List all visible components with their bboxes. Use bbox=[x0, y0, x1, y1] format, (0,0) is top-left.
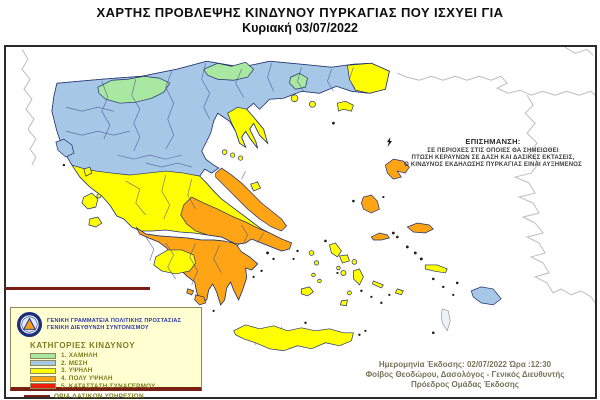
risk-swatch-alarm bbox=[30, 383, 56, 390]
boundary-line-icon bbox=[24, 395, 50, 398]
page-title: ΧΑΡΤΗΣ ΠΡΟΒΛΕΨΗΣ ΚΙΝΔΥΝΟΥ ΠΥΡΚΑΓΙΑΣ ΠΟΥ … bbox=[0, 5, 600, 35]
legend-item: 3. ΥΨΗΛΗ bbox=[30, 367, 197, 375]
greece-map bbox=[21, 47, 595, 352]
legend-item: 1. ΧΑΜΗΛΗ bbox=[30, 352, 197, 360]
lightning-icon bbox=[387, 137, 392, 147]
region-low-patches bbox=[97, 61, 308, 104]
civil-protection-logo bbox=[16, 311, 43, 338]
lightning-note: ΕΠΙΣΗΜΑΝΣΗ: ΣΕ ΠΕΡΙΟΧΕΣ ΣΤΙΣ ΟΠΟΙΕΣ ΘΑ Σ… bbox=[386, 137, 600, 169]
note-body: ΣΕ ΠΕΡΙΟΧΕΣ ΣΤΙΣ ΟΠΟΙΕΣ ΘΑ ΣΗΜΕΙΩΘΕΙ ΠΤΩ… bbox=[386, 148, 600, 169]
issue-role: Πρόεδρος Ομάδας Έκδοσης bbox=[411, 380, 519, 389]
issue-date: Ημερομηνία Έκδοσης: 02/07/2022 Ώρα :12:3… bbox=[378, 360, 552, 369]
legend-boundary-row: ΟΡΙΑ ΔΑΣΙΚΩΝ ΥΠΗΡΕΣΙΩΝ bbox=[24, 393, 197, 400]
legend-header: ΓΕΝΙΚΗ ΓΡΑΜΜΑΤΕΙΑ ΠΟΛΙΤΙΚΗΣ ΠΡΟΣΤΑΣΙΑΣ Γ… bbox=[16, 311, 197, 338]
foreign-coastlines bbox=[21, 47, 595, 304]
region-arcadia-high bbox=[153, 249, 197, 275]
risk-swatch-medium bbox=[30, 360, 56, 367]
note-heading-row: ΕΠΙΣΗΜΑΝΣΗ: bbox=[386, 137, 600, 147]
issue-author: Φοίβος Θεοδώρου, Δασολόγος - Γενικός Διε… bbox=[365, 370, 565, 379]
note-heading: ΕΠΙΣΗΜΑΝΣΗ: bbox=[465, 137, 521, 146]
risk-label: 3. ΥΨΗΛΗ bbox=[61, 367, 93, 375]
forest-boundary-line-sample bbox=[5, 287, 150, 290]
risk-label: 4. ΠΟΛΥ ΥΨΗΛΗ bbox=[61, 375, 113, 383]
title-date: Κυριακή 03/07/2022 bbox=[242, 21, 358, 35]
legend-org-line1: ΓΕΝΙΚΗ ΓΡΑΜΜΑΤΕΙΑ ΠΟΛΙΤΙΚΗΣ ΠΡΟΣΤΑΣΙΑΣ bbox=[47, 318, 182, 324]
risk-label: 2. ΜΕΣΗ bbox=[61, 359, 88, 367]
risk-swatch-low bbox=[30, 352, 56, 359]
boundary-label: ΟΡΙΑ ΔΑΣΙΚΩΝ ΥΠΗΡΕΣΙΩΝ bbox=[54, 392, 144, 400]
risk-swatch-high bbox=[30, 367, 56, 374]
legend-org-line2: ΓΕΝΙΚΗ ΔΙΕΥΘΥΝΣΗ ΣΥΝΤΟΝΙΣΜΟΥ bbox=[47, 324, 149, 331]
legend-org-name: ΓΕΝΙΚΗ ΓΡΑΜΜΑΤΕΙΑ ΠΟΛΙΤΙΚΗΣ ΠΡΟΣΤΑΣΙΑΣ Γ… bbox=[47, 318, 181, 331]
legend-box: ΓΕΝΙΚΗ ΓΡΑΜΜΑΤΕΙΑ ΠΟΛΙΤΙΚΗΣ ΠΡΟΣΤΑΣΙΑΣ Γ… bbox=[10, 307, 202, 400]
note-line: Ο ΚΙΝΔΥΝΟΣ ΕΚΔΗΛΩΣΗΣ ΠΥΡΚΑΓΙΑΣ ΕΙΝΑΙ ΑΥΞ… bbox=[404, 162, 582, 168]
note-line: ΣΕ ΠΕΡΙΟΧΕΣ ΣΤΙΣ ΟΠΟΙΕΣ ΘΑ ΣΗΜΕΙΩΘΕΙ bbox=[427, 148, 559, 154]
legend-title: ΚΑΤΗΓΟΡΙΕΣ ΚΙΝΔΥΝΟΥ bbox=[30, 341, 136, 350]
small-islets bbox=[62, 121, 459, 337]
risk-label: 1. ΧΑΜΗΛΗ bbox=[61, 352, 98, 360]
region-veryhigh bbox=[135, 167, 292, 306]
risk-label: 5. ΚΑΤΑΣΤΑΣΗ ΣΥΝΑΓΕΡΜΟΥ bbox=[61, 382, 156, 390]
note-line: ΠΤΩΣΗ ΚΕΡΑΥΝΩΝ ΣΕ ΔΑΣΗ ΚΑΙ ΔΑΣΙΚΕΣ ΕΚΤΑΣ… bbox=[411, 155, 575, 161]
islands bbox=[55, 94, 502, 352]
legend-item: 2. ΜΕΣΗ bbox=[30, 360, 197, 368]
legend-item: 5. ΚΑΤΑΣΤΑΣΗ ΣΥΝΑΓΕΡΜΟΥ bbox=[30, 382, 197, 390]
legend-items: 1. ΧΑΜΗΛΗ 2. ΜΕΣΗ 3. ΥΨΗΛΗ 4. ΠΟΛΥ ΥΨΗΛΗ… bbox=[30, 352, 197, 390]
issue-info: Ημερομηνία Έκδοσης: 02/07/2022 Ώρα :12:3… bbox=[336, 360, 594, 390]
title-line1: ΧΑΡΤΗΣ ΠΡΟΒΛΕΨΗΣ ΚΙΝΔΥΝΟΥ ΠΥΡΚΑΓΙΑΣ ΠΟΥ … bbox=[96, 5, 504, 20]
region-high-overlays bbox=[227, 62, 390, 149]
legend-item: 4. ΠΟΛΥ ΥΨΗΛΗ bbox=[30, 375, 197, 383]
risk-swatch-veryhigh bbox=[30, 375, 56, 382]
